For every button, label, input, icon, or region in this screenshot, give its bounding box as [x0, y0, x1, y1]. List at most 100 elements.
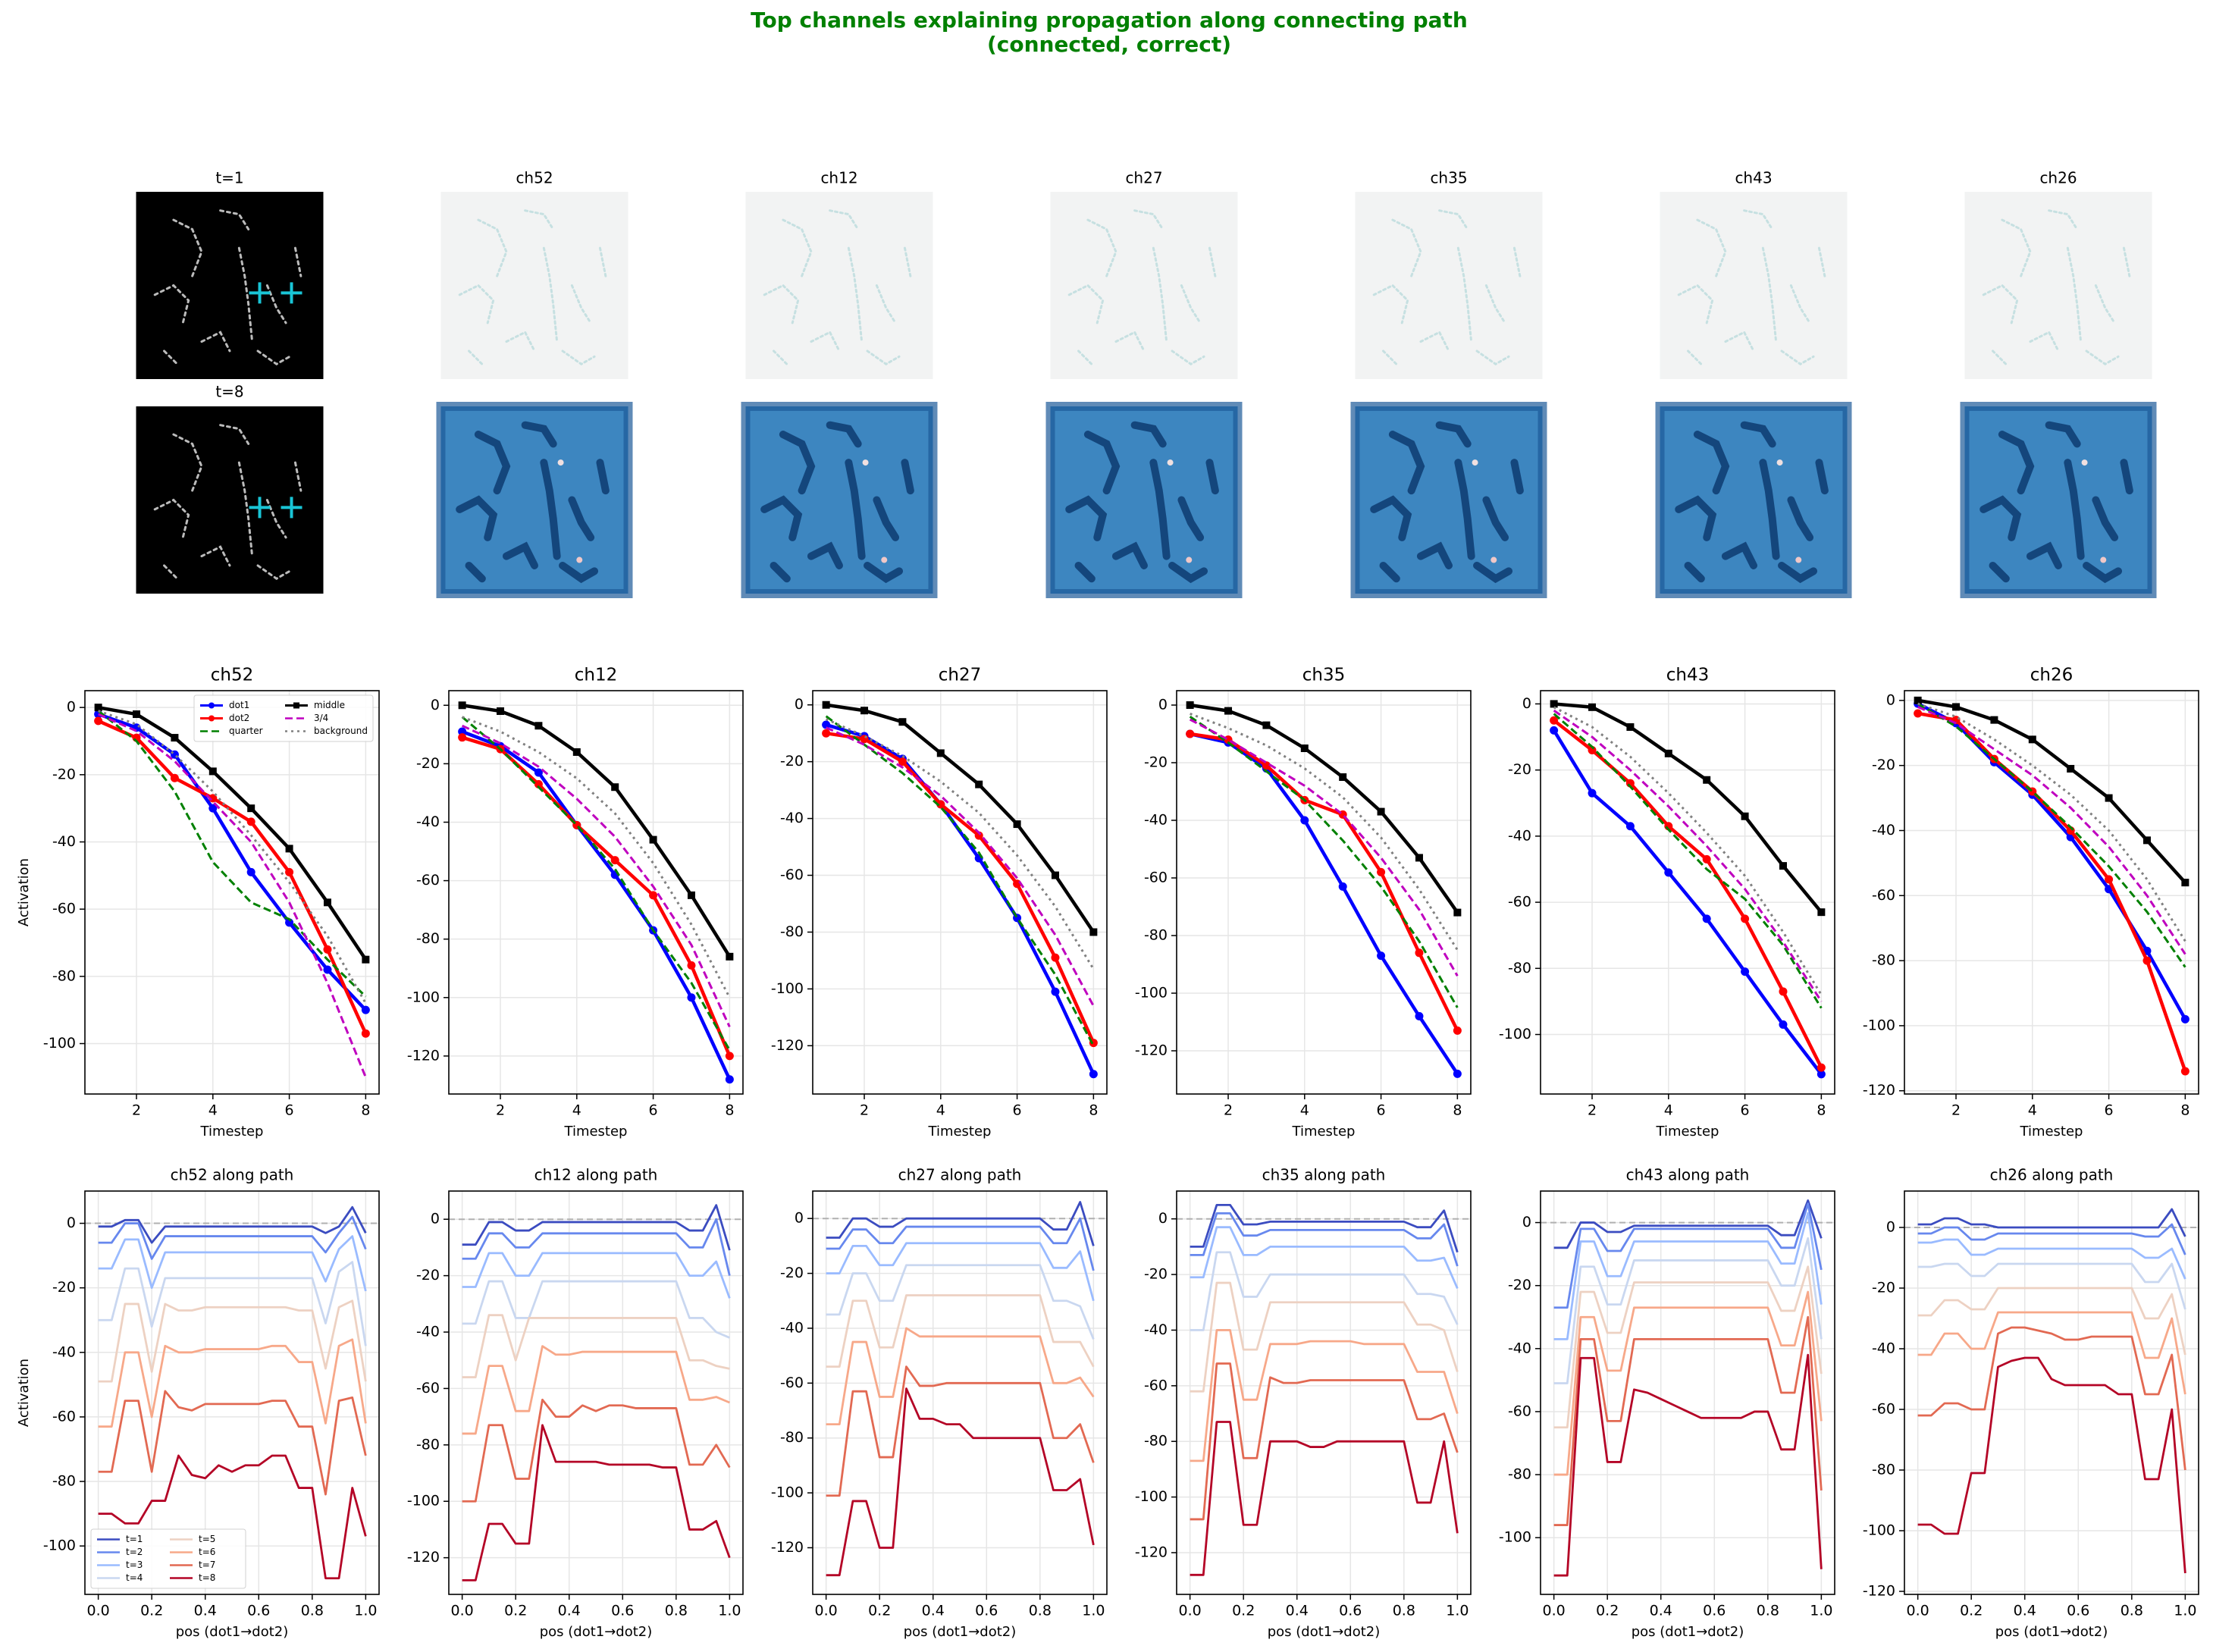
y-tick-label: -40: [416, 1324, 440, 1340]
series-line: [1190, 703, 1459, 914]
series-line: [826, 1217, 1095, 1271]
image-streak: [1168, 561, 1208, 584]
image-streak: [1416, 541, 1453, 569]
image-streak: [1998, 431, 2035, 495]
y-axis-label: Activation: [16, 858, 32, 926]
image-title: ch52: [516, 169, 553, 187]
point-marker: [170, 773, 179, 782]
image-streak: [1677, 284, 1714, 324]
image-streak: [293, 246, 302, 277]
y-tick-label: 0: [795, 696, 804, 713]
image-streak: [1815, 459, 1829, 495]
image-streak: [200, 331, 231, 353]
x-tick-label: 4: [208, 1102, 218, 1119]
x-axis-label: Timestep: [2020, 1124, 2083, 1139]
image-streak: [1475, 350, 1510, 366]
series-line: [826, 718, 1095, 970]
point-marker: [1741, 914, 1750, 923]
point-marker: [1779, 1020, 1788, 1029]
image-panel: [440, 192, 628, 379]
point-marker: [1626, 723, 1635, 731]
x-tick-label: 0.6: [1339, 1603, 1362, 1619]
point-marker: [898, 757, 907, 766]
image-streak: [596, 459, 610, 495]
x-tick-label: 8: [1816, 1102, 1826, 1119]
x-tick-label: 0.2: [504, 1603, 527, 1619]
point-marker: [725, 1052, 734, 1061]
y-tick-label: 0: [1886, 691, 1895, 708]
axes-frame: [448, 1190, 744, 1595]
x-tick-label: 2: [1951, 1102, 1961, 1119]
image-streak: [237, 461, 254, 558]
x-tick-label: 1.0: [2174, 1603, 2196, 1619]
point-marker: [1186, 729, 1195, 738]
series-line: [1190, 732, 1459, 1032]
x-tick-label: 0.0: [1543, 1603, 1566, 1619]
point-marker: [361, 1029, 370, 1038]
point-marker: [171, 734, 179, 742]
y-tick-label: -100: [1135, 985, 1168, 1002]
image-streak: [163, 350, 179, 365]
point-marker: [1741, 812, 1749, 820]
x-tick-label: 8: [361, 1102, 370, 1119]
image-panel: [1350, 402, 1547, 598]
series-line: [826, 1264, 1095, 1340]
x-tick-label: 0.6: [1703, 1603, 1726, 1619]
point-marker: [687, 993, 696, 1002]
x-axis-label: Timestep: [928, 1124, 992, 1139]
series-line: [1189, 718, 1459, 976]
image-highlight: [1472, 459, 1478, 466]
image-panel: [136, 192, 324, 379]
image-streak: [1208, 246, 1217, 277]
image-panel: [436, 402, 633, 598]
x-tick-label: 1.0: [1810, 1603, 1832, 1619]
y-tick-label: -40: [1508, 827, 1531, 844]
axes-frame: [1176, 1190, 1472, 1595]
image-border-shade: [1655, 402, 1852, 598]
point-marker: [1816, 1070, 1826, 1079]
image-background: [745, 192, 933, 379]
y-tick-label: -40: [1144, 1321, 1168, 1338]
series-line: [1553, 1353, 1823, 1577]
point-marker: [822, 701, 830, 709]
image-title: ch12: [820, 169, 857, 187]
x-axis-label: pos (dot1→dot2): [904, 1624, 1017, 1640]
point-marker: [208, 804, 218, 813]
series-line: [1190, 1212, 1459, 1267]
legend-label: t=5: [199, 1534, 215, 1544]
series-line: [1917, 1311, 2186, 1395]
image-border-shade: [1350, 402, 1547, 598]
image-streak: [1724, 331, 1755, 353]
series-line: [98, 1454, 367, 1580]
y-tick-label: 0: [1158, 1210, 1168, 1227]
y-tick-label: -60: [780, 1375, 804, 1391]
image-streak: [1992, 350, 2008, 365]
point-marker: [458, 727, 467, 736]
x-axis-label: Timestep: [564, 1124, 628, 1139]
y-tick-label: -120: [1135, 1544, 1168, 1560]
y-tick-label: -20: [416, 1267, 440, 1284]
x-tick-label: 8: [2180, 1102, 2189, 1119]
series-line: [1553, 719, 1823, 1069]
image-panel: [1045, 402, 1243, 598]
image-streak: [1454, 459, 1475, 560]
image-streak: [810, 331, 841, 353]
series-line: [461, 716, 731, 1051]
image-background: [1355, 192, 1543, 379]
axes-frame: [1540, 1190, 1835, 1595]
series-line: [1917, 702, 2186, 942]
point-marker: [1415, 854, 1423, 862]
x-axis-label: pos (dot1→dot2): [1268, 1624, 1381, 1640]
point-marker: [247, 804, 255, 813]
x-tick-label: 2: [860, 1102, 869, 1119]
point-marker: [534, 722, 543, 730]
x-tick-label: 0.0: [1907, 1603, 1929, 1619]
point-marker: [1664, 868, 1673, 877]
point-marker: [1415, 1011, 1424, 1020]
image-streak: [903, 246, 912, 277]
legend-box: [193, 694, 374, 742]
y-tick-label: -100: [771, 1484, 804, 1501]
series-line: [1917, 702, 2186, 968]
y-tick-label: 0: [67, 699, 76, 716]
image-streak: [2122, 246, 2131, 277]
